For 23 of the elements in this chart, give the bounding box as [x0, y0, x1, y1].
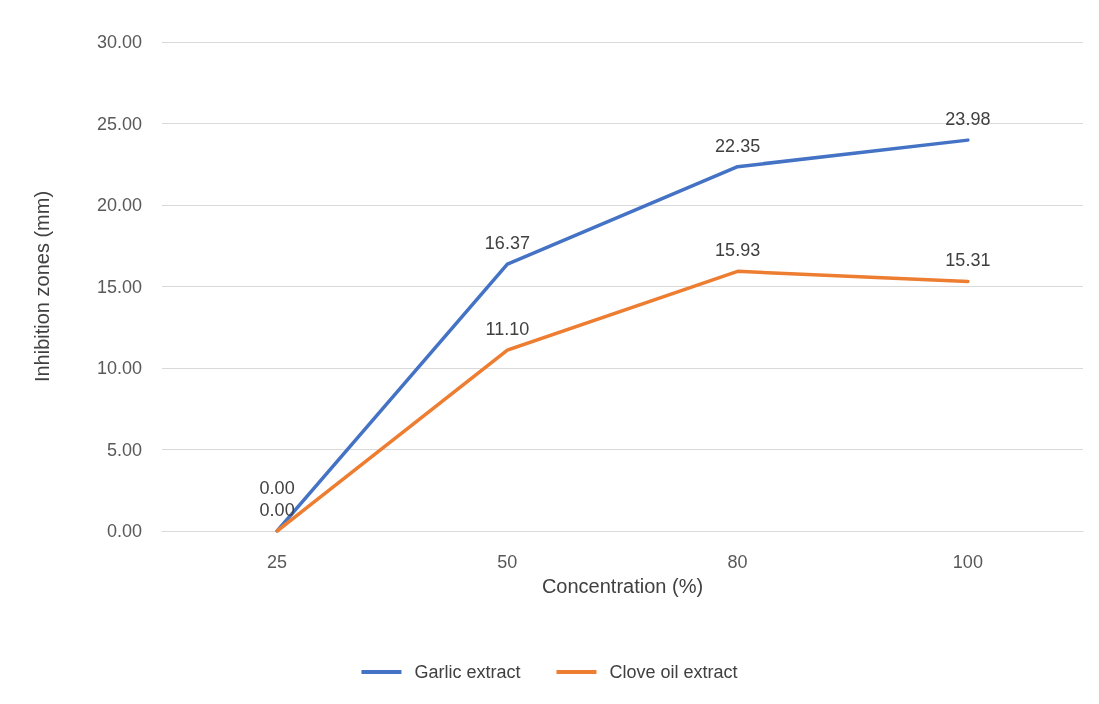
- legend-label: Clove oil extract: [609, 662, 738, 682]
- y-axis-title: Inhibition zones (mm): [31, 190, 53, 383]
- data-label: 11.10: [485, 319, 530, 340]
- data-label: 0.00: [259, 478, 295, 498]
- data-label: 22.35: [715, 135, 761, 156]
- data-label: 16.37: [484, 233, 530, 254]
- data-label: 15.31: [945, 250, 991, 271]
- data-label: 15.93: [715, 240, 761, 261]
- y-tick-label: 25.00: [96, 113, 142, 134]
- data-label: 23.98: [945, 109, 991, 130]
- y-tick-label: 10.00: [96, 358, 142, 378]
- legend-label: Garlic extract: [414, 662, 521, 682]
- x-tick-label: 50: [497, 552, 518, 572]
- y-tick-label: 30.00: [96, 32, 142, 52]
- data-label: 0.00: [259, 500, 295, 520]
- y-tick-label: 20.00: [96, 195, 142, 215]
- x-tick-label: 80: [727, 552, 748, 572]
- x-axis-title: Concentration (%): [541, 574, 704, 597]
- y-tick-label: 15.00: [96, 276, 142, 297]
- x-tick-label: 25: [267, 552, 288, 572]
- y-tick-label: 0.00: [106, 521, 142, 541]
- y-tick-label: 5.00: [106, 439, 142, 460]
- x-tick-label: 100: [952, 552, 983, 572]
